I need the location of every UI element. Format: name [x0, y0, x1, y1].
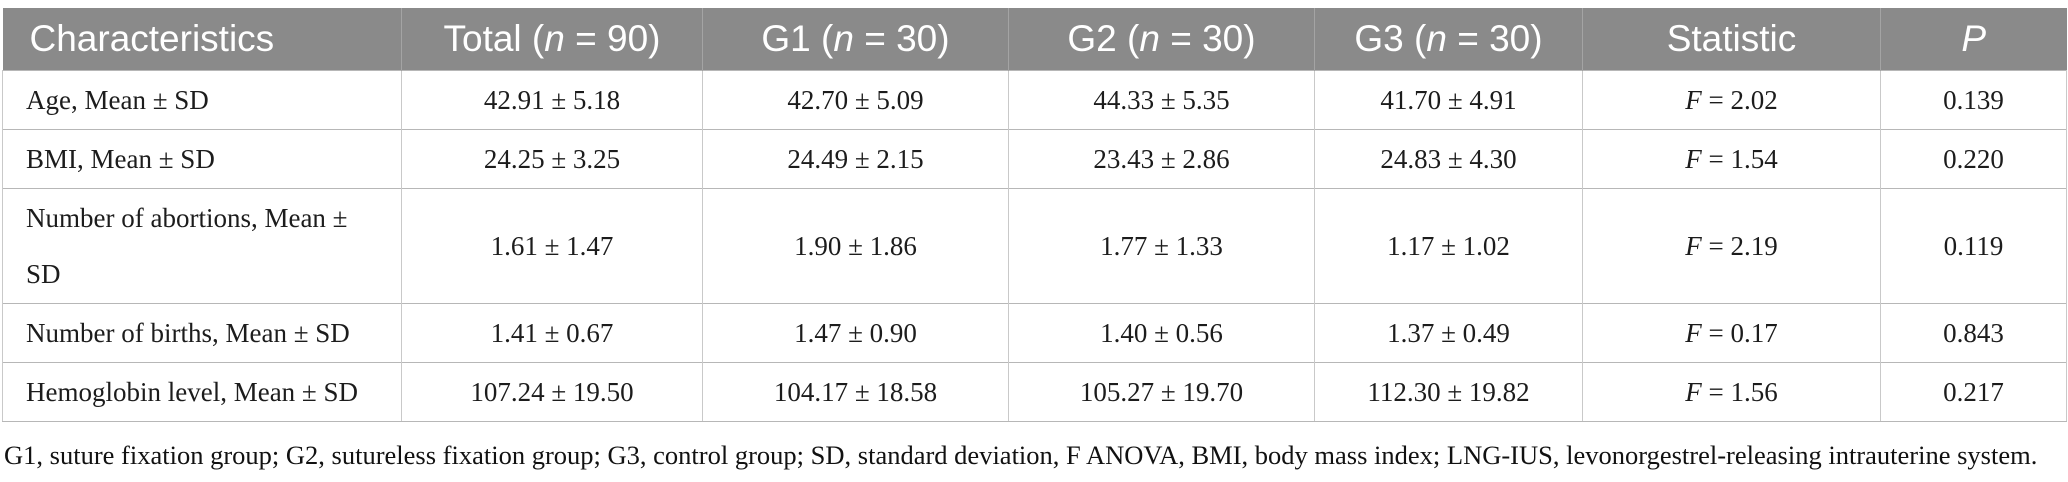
table-row-age: Age, Mean ± SD 42.91 ± 5.18 42.70 ± 5.09… — [2, 70, 2067, 130]
col-header-g2: G2 (n = 30) — [1008, 8, 1315, 71]
table-row-bmi: BMI, Mean ± SD 24.25 ± 3.25 24.49 ± 2.15… — [2, 129, 2067, 189]
cell-g2: 105.27 ± 19.70 — [1008, 362, 1315, 422]
cell-g2: 44.33 ± 5.35 — [1008, 70, 1315, 130]
cell-statistic: F = 1.56 — [1582, 362, 1881, 422]
cell-p-value: 0.139 — [1880, 70, 2067, 130]
cell-statistic: F = 0.17 — [1582, 303, 1881, 363]
cell-g1: 24.49 ± 2.15 — [702, 129, 1009, 189]
cell-statistic: F = 2.02 — [1582, 70, 1881, 130]
cell-label: Number of births, Mean ± SD — [2, 303, 402, 363]
col-header-characteristics: Characteristics — [2, 8, 402, 71]
cell-p-value: 0.119 — [1880, 188, 2067, 304]
cell-g3: 112.30 ± 19.82 — [1314, 362, 1583, 422]
cell-g1: 1.47 ± 0.90 — [702, 303, 1009, 363]
stat-value: = 2.02 — [1701, 85, 1778, 115]
cell-label: Hemoglobin level, Mean ± SD — [2, 362, 402, 422]
header-row: Characteristics Total (n = 90) G1 (n = 3… — [2, 8, 2067, 71]
table-header: Characteristics Total (n = 90) G1 (n = 3… — [2, 8, 2067, 71]
cell-total: 107.24 ± 19.50 — [401, 362, 703, 422]
cell-label: BMI, Mean ± SD — [2, 129, 402, 189]
page: Characteristics Total (n = 90) G1 (n = 3… — [2, 8, 2067, 470]
header-text-pre: G1 ( — [761, 18, 834, 59]
cell-total: 24.25 ± 3.25 — [401, 129, 703, 189]
col-header-p: P — [1880, 8, 2067, 71]
col-header-g3: G3 (n = 30) — [1314, 8, 1583, 71]
cell-g3: 24.83 ± 4.30 — [1314, 129, 1583, 189]
col-header-g1: G1 (n = 30) — [702, 8, 1009, 71]
header-n-italic: n — [1426, 18, 1447, 59]
header-n-italic: n — [1139, 18, 1160, 59]
table-footnote: G1, suture fixation group; G2, sutureles… — [4, 440, 2038, 470]
header-text-pre: G3 ( — [1354, 18, 1427, 59]
cell-statistic: F = 2.19 — [1582, 188, 1881, 304]
cell-p-value: 0.217 — [1880, 362, 2067, 422]
cell-p-value: 0.843 — [1880, 303, 2067, 363]
col-header-total: Total (n = 90) — [401, 8, 703, 71]
cell-total: 42.91 ± 5.18 — [401, 70, 703, 130]
cell-g2: 23.43 ± 2.86 — [1008, 129, 1315, 189]
stat-value: = 2.19 — [1701, 231, 1778, 261]
cell-statistic: F = 1.54 — [1582, 129, 1881, 189]
baseline-characteristics-table: Characteristics Total (n = 90) G1 (n = 3… — [2, 8, 2067, 422]
header-n-italic: n — [544, 18, 565, 59]
table-row-births: Number of births, Mean ± SD 1.41 ± 0.67 … — [2, 303, 2067, 363]
cell-total: 1.61 ± 1.47 — [401, 188, 703, 304]
cell-g3: 1.37 ± 0.49 — [1314, 303, 1583, 363]
stat-value: = 0.17 — [1701, 318, 1778, 348]
cell-g2: 1.77 ± 1.33 — [1008, 188, 1315, 304]
cell-g1: 104.17 ± 18.58 — [702, 362, 1009, 422]
table-row-hemoglobin: Hemoglobin level, Mean ± SD 107.24 ± 19.… — [2, 362, 2067, 422]
header-text-pre: Total ( — [443, 18, 545, 59]
stat-symbol: F — [1685, 318, 1702, 348]
stat-symbol: F — [1685, 377, 1702, 407]
table-body: Age, Mean ± SD 42.91 ± 5.18 42.70 ± 5.09… — [2, 70, 2067, 422]
stat-symbol: F — [1685, 85, 1702, 115]
stat-value: = 1.54 — [1701, 144, 1778, 174]
stat-symbol: F — [1685, 231, 1702, 261]
cell-g1: 1.90 ± 1.86 — [702, 188, 1009, 304]
header-text-post: = 30) — [1159, 18, 1256, 59]
cell-g1: 42.70 ± 5.09 — [702, 70, 1009, 130]
cell-label: Number of abortions, Mean ± SD — [2, 188, 402, 304]
cell-total: 1.41 ± 0.67 — [401, 303, 703, 363]
header-text-post: = 30) — [1446, 18, 1543, 59]
header-text-post: = 90) — [564, 18, 661, 59]
cell-g3: 1.17 ± 1.02 — [1314, 188, 1583, 304]
header-text-pre: G2 ( — [1067, 18, 1140, 59]
stat-symbol: F — [1685, 144, 1702, 174]
header-n-italic: n — [833, 18, 854, 59]
header-text-post: = 30) — [853, 18, 950, 59]
cell-g2: 1.40 ± 0.56 — [1008, 303, 1315, 363]
col-header-statistic: Statistic — [1582, 8, 1881, 71]
cell-g3: 41.70 ± 4.91 — [1314, 70, 1583, 130]
table-row-abortions: Number of abortions, Mean ± SD 1.61 ± 1.… — [2, 188, 2067, 304]
stat-value: = 1.56 — [1701, 377, 1778, 407]
cell-p-value: 0.220 — [1880, 129, 2067, 189]
cell-label: Age, Mean ± SD — [2, 70, 402, 130]
